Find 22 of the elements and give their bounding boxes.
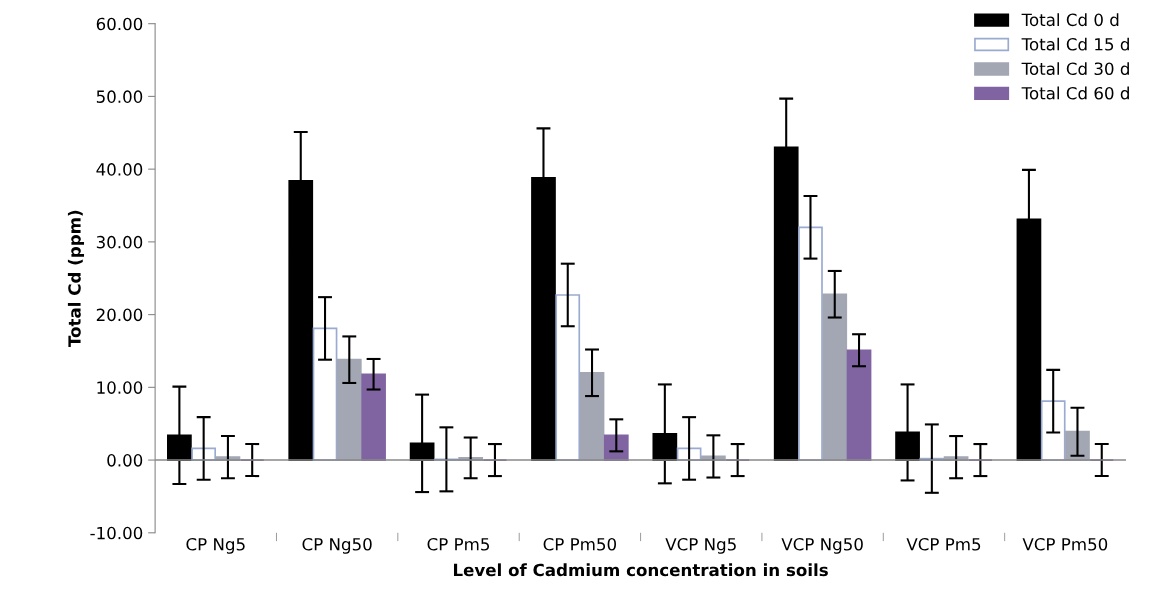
y-tick-label: 10.00 <box>97 381 143 394</box>
x-tick-label: CP Pm50 <box>543 537 617 551</box>
legend-label: Total Cd 15 d <box>1021 37 1129 51</box>
y-tick-label: 40.00 <box>96 163 143 176</box>
y-axis-title: Total Cd (ppm) <box>67 210 85 348</box>
legend-label: Total Cd 30 d <box>1021 62 1129 76</box>
legend-label: Total Cd 0 d <box>1021 13 1119 27</box>
x-tick-label: VCP Ng50 <box>781 537 863 554</box>
y-tick-label: 50.00 <box>96 90 143 103</box>
x-tick-label: CP Pm5 <box>427 537 490 551</box>
y-tick-label: 0.00 <box>107 454 143 467</box>
x-axis-title: Level of Cadmium concentration in soils <box>454 563 828 577</box>
y-tick-label: 20.00 <box>96 308 143 322</box>
x-tick-label: CP Ng5 <box>186 537 245 554</box>
x-tick-label: VCP Pm5 <box>906 537 981 551</box>
x-tick-label: CP Ng50 <box>302 537 372 554</box>
x-tick-label: VCP Ng5 <box>665 537 736 554</box>
y-tick-label: -10.00 <box>90 526 143 540</box>
x-tick-label: VCP Pm50 <box>1022 537 1108 551</box>
y-tick-label: 60.00 <box>96 17 143 31</box>
y-tick-label: 30.00 <box>96 235 143 249</box>
legend-label: Total Cd 60 d <box>1021 86 1129 100</box>
